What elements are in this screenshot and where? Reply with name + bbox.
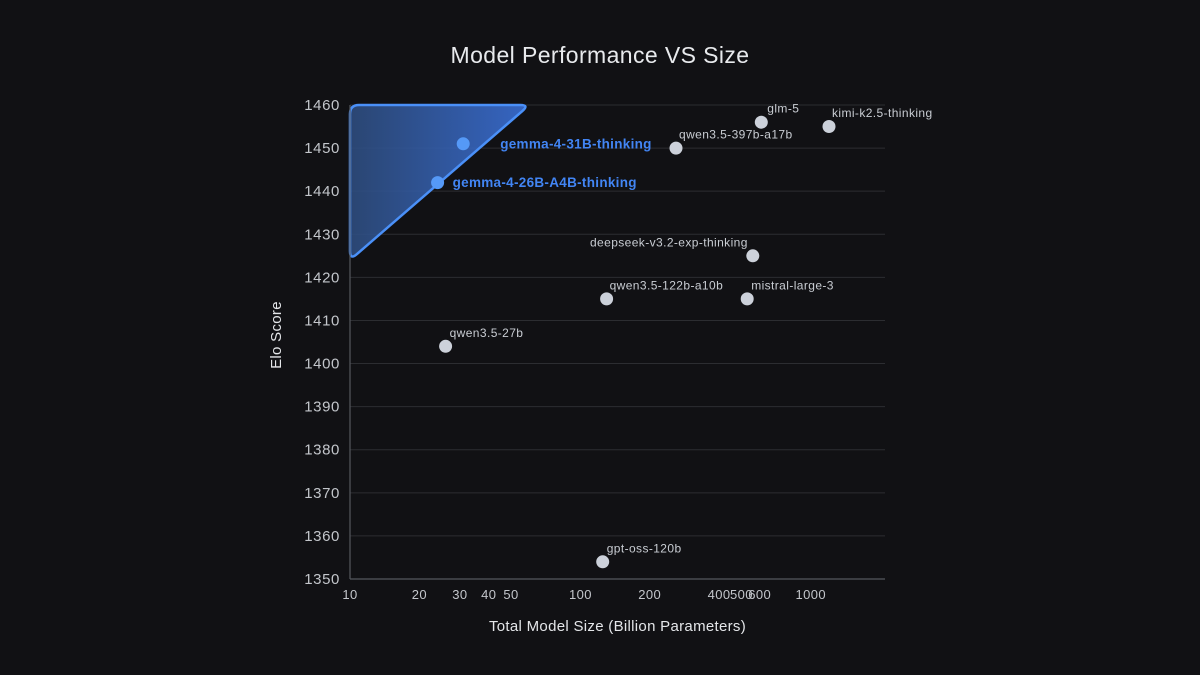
x-tick-label-10: 10 [342,587,357,602]
y-tick-label-1360: 1360 [304,528,340,545]
y-tick-label-1350: 1350 [304,571,340,588]
y-tick-label-1390: 1390 [304,399,340,416]
data-point-label-glm-5: glm-5 [767,102,799,116]
data-point-label-gemma-4-26B-A4B-thinking: gemma-4-26B-A4B-thinking [453,175,637,190]
y-tick-label-1460: 1460 [304,97,340,114]
data-point-qwen3.5-122b-a10b[interactable] [600,292,614,306]
y-tick-label-1440: 1440 [304,183,340,200]
data-point-label-gemma-4-31B-thinking: gemma-4-31B-thinking [500,136,652,151]
y-tick-label-1410: 1410 [304,312,340,329]
data-point-label-gpt-oss-120b: gpt-oss-120b [607,541,682,555]
y-tick-label-1420: 1420 [304,269,340,286]
x-tick-label-500: 500 [730,587,753,602]
y-tick-label-1370: 1370 [304,485,340,502]
x-tick-label-50: 50 [503,587,518,602]
data-point-deepseek-v3.2-exp-thinking[interactable] [746,249,760,263]
data-point-gpt-oss-120b[interactable] [596,555,610,569]
y-tick-label-1430: 1430 [304,226,340,243]
x-axis-title: Total Model Size (Billion Parameters) [488,618,747,635]
x-tick-label-600: 600 [748,587,771,602]
x-tick-label-20: 20 [412,587,427,602]
chart-title: Model Performance VS Size [450,42,750,68]
data-point-label-qwen3.5-397b-a17b: qwen3.5-397b-a17b [679,128,793,142]
data-point-kimi-k2.5-thinking[interactable] [822,120,836,133]
data-point-label-qwen3.5-122b-a10b: qwen3.5-122b-a10b [610,278,724,292]
x-tick-label-30: 30 [452,587,467,602]
data-point-qwen3.5-397b-a17b[interactable] [669,141,683,155]
data-point-gemma-4-26B-A4B-thinking[interactable] [431,176,445,190]
data-point-gemma-4-31B-thinking[interactable] [456,137,470,151]
y-tick-label-1380: 1380 [304,442,340,459]
x-tick-label-1000: 1000 [796,587,827,602]
y-tick-label-1400: 1400 [304,356,340,373]
data-point-qwen3.5-27b[interactable] [439,339,453,353]
data-point-label-deepseek-v3.2-exp-thinking: deepseek-v3.2-exp-thinking [590,235,748,249]
x-tick-label-400: 400 [708,587,731,602]
data-point-label-qwen3.5-27b: qwen3.5-27b [450,326,524,340]
x-tick-label-200: 200 [638,587,661,602]
data-point-mistral-large-3[interactable] [740,292,754,306]
x-tick-label-100: 100 [569,587,592,602]
data-point-label-mistral-large-3: mistral-large-3 [751,278,834,292]
data-point-label-kimi-k2.5-thinking: kimi-k2.5-thinking [832,106,933,120]
y-tick-label-1450: 1450 [304,140,340,157]
x-tick-label-40: 40 [481,587,496,602]
data-point-glm-5[interactable] [754,115,768,129]
